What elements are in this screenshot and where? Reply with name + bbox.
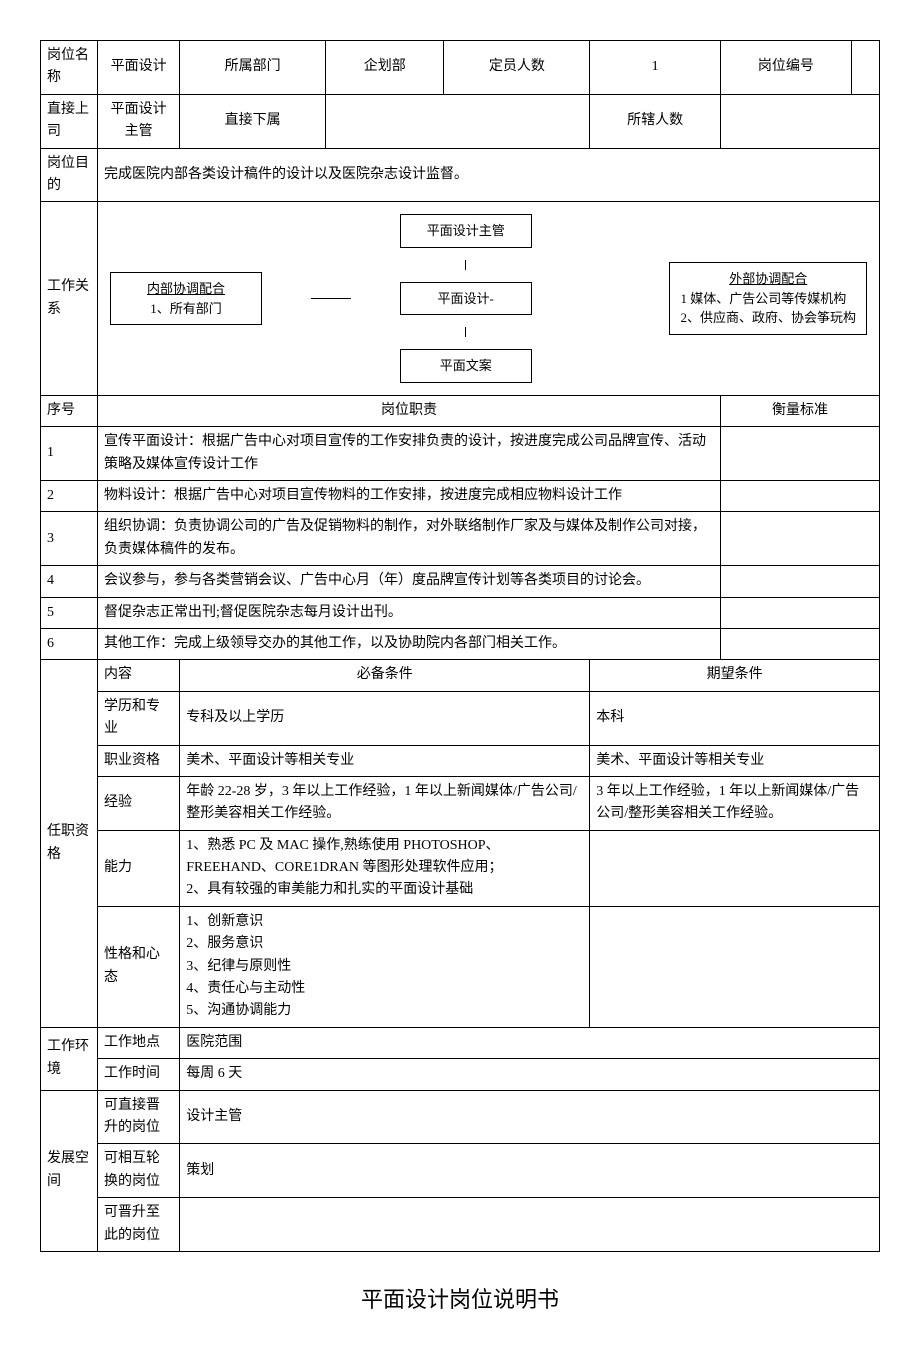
duty-text: 组织协调：负责协调公司的广告及促销物料的制作，对外联络制作厂家及与媒体及制作公司… — [98, 512, 721, 566]
cert-label: 职业资格 — [98, 745, 180, 776]
department-label: 所属部门 — [180, 41, 326, 95]
qual-content-header: 内容 — [98, 660, 180, 691]
career-side-label: 发展空间 — [41, 1090, 98, 1251]
exp-req: 年龄 22-28 岁，3 年以上工作经验，1 年以上新闻媒体/广告公司/整形美容… — [180, 776, 590, 830]
connector — [465, 327, 466, 337]
mid-top-box: 平面设计主管 — [400, 214, 532, 248]
direct-superior-value: 平面设计主管 — [98, 94, 180, 148]
career-rotate-value: 策划 — [180, 1144, 880, 1198]
main-table: 岗位名称 平面设计 所属部门 企划部 定员人数 1 岗位编号 直接上司 平面设计… — [40, 40, 880, 1252]
internal-box: 内部协调配合 1、所有部门 — [110, 272, 262, 325]
external-box: 外部协调配合 1 媒体、广告公司等传媒机构 2、供应商、政府、协会筝玩构 — [669, 262, 867, 335]
trait-label: 性格和心态 — [98, 906, 180, 1027]
qual-required-header: 必备条件 — [180, 660, 590, 691]
internal-line1: 1、所有部门 — [150, 301, 222, 316]
cert-des: 美术、平面设计等相关专业 — [590, 745, 880, 776]
duty-text: 督促杂志正常出刊;督促医院杂志每月设计出刊。 — [98, 597, 721, 628]
exp-label: 经验 — [98, 776, 180, 830]
job-description-page: 岗位名称 平面设计 所属部门 企划部 定员人数 1 岗位编号 直接上司 平面设计… — [40, 40, 880, 1314]
duty-std — [721, 566, 880, 597]
duties-seq-header: 序号 — [41, 395, 98, 426]
internal-title: 内部协调配合 — [147, 281, 225, 296]
direct-subordinate-value — [326, 94, 590, 148]
duty-std — [721, 628, 880, 659]
position-code-value — [851, 41, 879, 95]
trait-req: 1、创新意识 2、服务意识 3、纪律与原则性 4、责任心与主动性 5、沟通协调能… — [180, 906, 590, 1027]
department-value: 企划部 — [326, 41, 444, 95]
mid-bot-box: 平面文案 — [400, 349, 532, 383]
footer-title: 平面设计岗位说明书 — [40, 1282, 880, 1314]
env-loc-value: 医院范围 — [180, 1027, 880, 1058]
mid-column: 平面设计主管 平面设计- 平面文案 — [400, 214, 532, 383]
duty-text: 宣传平面设计：根据广告中心对项目宣传的工作安排负责的设计，按进度完成公司品牌宣传… — [98, 427, 721, 481]
duties-criteria-header: 衡量标准 — [721, 395, 880, 426]
qualification-side-label: 任职资格 — [41, 660, 98, 1027]
career-from-value — [180, 1198, 880, 1252]
duty-text: 物料设计：根据广告中心对项目宣传物料的工作安排，按进度完成相应物料设计工作 — [98, 481, 721, 512]
duty-seq: 6 — [41, 628, 98, 659]
connector — [311, 298, 351, 299]
edu-req: 专科及以上学历 — [180, 691, 590, 745]
position-code-label: 岗位编号 — [721, 41, 852, 95]
duties-duty-header: 岗位职责 — [98, 395, 721, 426]
connector — [465, 260, 466, 270]
external-title: 外部协调配合 — [729, 271, 807, 286]
duty-std — [721, 512, 880, 566]
edu-label: 学历和专业 — [98, 691, 180, 745]
external-line2: 2、供应商、政府、协会筝玩构 — [680, 308, 856, 328]
position-name-label: 岗位名称 — [41, 41, 98, 95]
duty-text: 其他工作：完成上级领导交办的其他工作，以及协助院内各部门相关工作。 — [98, 628, 721, 659]
purpose-text: 完成医院内部各类设计稿件的设计以及医院杂志设计监督。 — [98, 148, 880, 202]
career-rotate-label: 可相互轮换的岗位 — [98, 1144, 180, 1198]
skill-des — [590, 830, 880, 906]
duty-text: 会议参与，参与各类营销会议、广告中心月（年）度品牌宣传计划等各类项目的讨论会。 — [98, 566, 721, 597]
duty-seq: 3 — [41, 512, 98, 566]
career-from-label: 可晋升至此的岗位 — [98, 1198, 180, 1252]
direct-superior-label: 直接上司 — [41, 94, 98, 148]
duty-std — [721, 427, 880, 481]
staff-count-value — [721, 94, 880, 148]
external-line1: 1 媒体、广告公司等传媒机构 — [680, 289, 856, 309]
purpose-label: 岗位目的 — [41, 148, 98, 202]
skill-req: 1、熟悉 PC 及 MAC 操作,熟练使用 PHOTOSHOP、FREEHAND… — [180, 830, 590, 906]
headcount-label: 定员人数 — [444, 41, 590, 95]
relations-diagram: 内部协调配合 1、所有部门 平面设计主管 平面设计- 平面文案 外部协调配合 1… — [98, 202, 880, 396]
mid-mid-box: 平面设计- — [400, 282, 532, 316]
edu-des: 本科 — [590, 691, 880, 745]
cert-req: 美术、平面设计等相关专业 — [180, 745, 590, 776]
duty-std — [721, 597, 880, 628]
env-time-label: 工作时间 — [98, 1059, 180, 1090]
qual-desired-header: 期望条件 — [590, 660, 880, 691]
env-time-value: 每周 6 天 — [180, 1059, 880, 1090]
relations-label: 工作关系 — [41, 202, 98, 396]
env-loc-label: 工作地点 — [98, 1027, 180, 1058]
duty-std — [721, 481, 880, 512]
staff-count-label: 所辖人数 — [590, 94, 721, 148]
trait-des — [590, 906, 880, 1027]
direct-subordinate-label: 直接下属 — [180, 94, 326, 148]
duty-seq: 5 — [41, 597, 98, 628]
career-promote-value: 设计主管 — [180, 1090, 880, 1144]
skill-label: 能力 — [98, 830, 180, 906]
headcount-value: 1 — [590, 41, 721, 95]
duty-seq: 4 — [41, 566, 98, 597]
duty-seq: 2 — [41, 481, 98, 512]
duty-seq: 1 — [41, 427, 98, 481]
career-promote-label: 可直接晋升的岗位 — [98, 1090, 180, 1144]
env-side-label: 工作环境 — [41, 1027, 98, 1090]
position-name-value: 平面设计 — [98, 41, 180, 95]
exp-des: 3 年以上工作经验，1 年以上新闻媒体/广告公司/整形美容相关工作经验。 — [590, 776, 880, 830]
